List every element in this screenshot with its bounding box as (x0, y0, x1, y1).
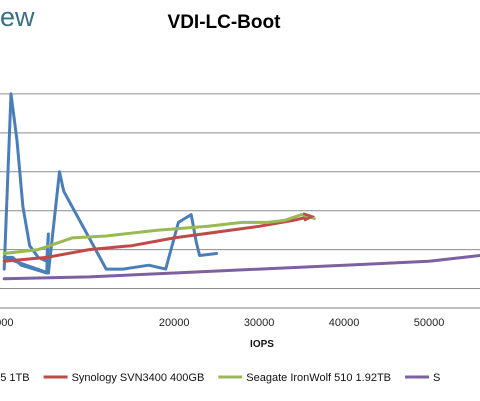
brand-logo-text: ew (0, 2, 35, 32)
chart-title: VDI-LC-Boot (167, 12, 281, 33)
legend-label-3: S (433, 372, 440, 384)
x-tick-label-0: 000 (0, 317, 13, 329)
x-axis-title: IOPS (250, 339, 274, 350)
series-line-3 (2, 254, 480, 281)
x-tick-label-1: 20000 (159, 317, 190, 329)
series-line-2 (2, 213, 316, 255)
series-line-1-tip (302, 212, 316, 222)
x-tick-label-2: 30000 (244, 317, 275, 329)
legend-label-0: 525 1TB (0, 372, 30, 384)
x-tick-label-4: 50000 (414, 317, 445, 329)
series-line-1 (2, 215, 312, 263)
legend-label-1: Synology SVN3400 400GB (72, 372, 205, 384)
x-tick-label-3: 40000 (329, 317, 360, 329)
series-line-0 (2, 92, 219, 275)
legend-label-2: Seagate IronWolf 510 1.92TB (246, 372, 391, 384)
